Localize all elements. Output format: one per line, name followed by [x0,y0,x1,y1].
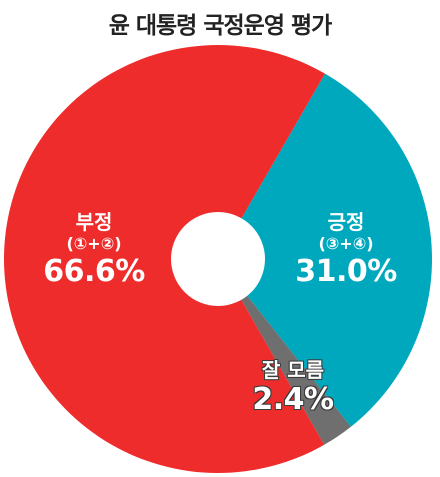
slice-value-positive: 31.0% [295,254,397,289]
slice-detail-positive: (③+④) [318,234,374,253]
slice-label-negative: 부정 (①+②) 66.6% [24,210,164,290]
chart-title: 윤 대통령 국정운영 평가 [108,13,333,39]
donut-hole [171,212,265,306]
slice-name-unknown: 잘 모름 [261,358,325,382]
slice-detail-negative: (①+②) [66,234,122,253]
slice-label-positive: 긍정 (③+④) 31.0% [286,210,406,290]
slice-value-negative: 66.6% [43,254,145,289]
slice-name-negative: 부정 [75,210,113,234]
pie-slices [3,44,432,473]
slice-label-unknown: 잘 모름 2.4% [238,358,348,418]
slice-unknown [218,259,351,445]
slice-name-positive: 긍정 [327,210,365,234]
slice-positive [218,73,432,427]
slice-negative [3,44,326,473]
slice-value-unknown: 2.4% [252,382,334,417]
